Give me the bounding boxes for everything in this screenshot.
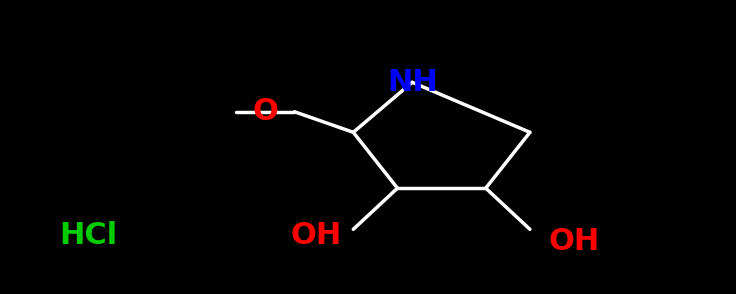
Text: OH: OH [548, 227, 600, 255]
Text: OH: OH [291, 221, 342, 250]
Text: O: O [252, 97, 278, 126]
Text: NH: NH [387, 68, 437, 97]
Text: HCl: HCl [59, 221, 118, 250]
